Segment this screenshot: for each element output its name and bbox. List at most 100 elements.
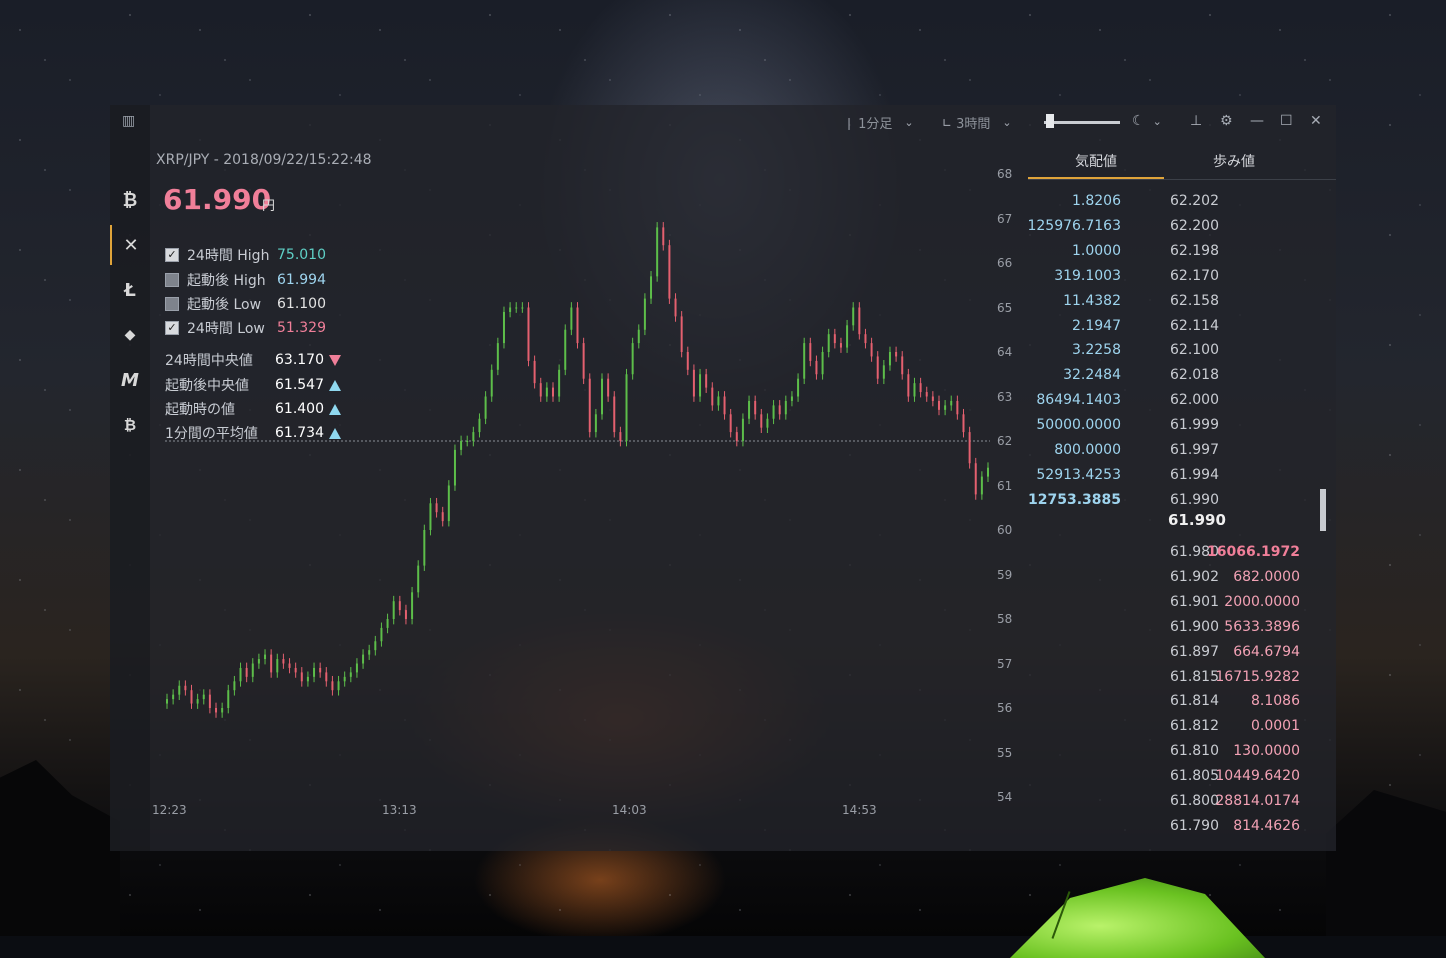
monacoin-icon: M: [121, 369, 139, 391]
ask-row[interactable]: 319.1003 62.170: [1028, 268, 1336, 292]
ask-qty: 2.1947: [1072, 317, 1121, 334]
sidebar-item-litecoin[interactable]: Ł: [110, 270, 150, 310]
tab-trades[interactable]: 歩み値: [1213, 154, 1255, 170]
candlestick-chart[interactable]: [150, 105, 1030, 851]
pin-button[interactable]: ⊥: [1190, 113, 1202, 129]
up-arrow-icon: [329, 403, 341, 415]
y-tick: 59: [997, 568, 1013, 582]
ask-row[interactable]: 1.0000 62.198: [1028, 243, 1336, 267]
bid-price: 61.900: [1170, 618, 1219, 635]
ask-row[interactable]: 86494.1403 62.000: [1028, 392, 1336, 416]
stat-1min-average: 1分間の平均値 61.734: [165, 422, 341, 444]
candle-body: [846, 325, 849, 348]
checkbox-boot-low[interactable]: [165, 297, 179, 311]
y-tick: 61: [997, 479, 1013, 493]
tab-board[interactable]: 気配値: [1028, 151, 1164, 179]
candle-body: [558, 369, 561, 397]
bid-row[interactable]: 61.980 16066.1972: [1028, 544, 1336, 568]
bid-qty: 10449.6420: [1215, 768, 1300, 785]
bid-row[interactable]: 61.814 8.1086: [1028, 693, 1336, 717]
ask-qty: 319.1003: [1054, 267, 1121, 284]
ask-row[interactable]: 125976.7163 62.200: [1027, 218, 1336, 242]
theme-select[interactable]: ☾ ⌄: [1132, 113, 1162, 129]
checkbox-24h-low[interactable]: ✓: [165, 321, 179, 335]
close-button[interactable]: ✕: [1310, 113, 1322, 129]
minimize-button[interactable]: —: [1250, 113, 1264, 129]
up-arrow-icon: [329, 427, 341, 439]
bid-row[interactable]: 61.800 28814.0174: [1028, 793, 1336, 817]
ask-qty: 11.4382: [1063, 292, 1121, 309]
close-icon: ✕: [1310, 113, 1322, 129]
candle-body: [251, 663, 254, 677]
candle-body: [674, 298, 677, 317]
stat-label: 1分間の平均値: [165, 426, 258, 442]
stat-value: 63.170: [275, 352, 324, 368]
candle-body: [705, 374, 708, 388]
bid-row[interactable]: 61.812 0.0001: [1028, 718, 1336, 742]
sidebar-item-monacoin[interactable]: M: [110, 360, 150, 400]
ask-row[interactable]: 2.1947 62.114: [1028, 318, 1336, 342]
bid-price: 61.980: [1170, 544, 1219, 560]
candle-body: [711, 387, 714, 406]
opacity-slider-handle[interactable]: [1046, 114, 1054, 128]
candle-body: [539, 383, 542, 397]
bid-row[interactable]: 61.790 814.4626: [1028, 818, 1336, 842]
chevron-down-icon: ⌄: [1152, 114, 1162, 128]
candle-body: [613, 396, 616, 433]
ask-row[interactable]: 52913.4253 61.994: [1028, 467, 1336, 491]
y-tick: 67: [997, 212, 1013, 226]
candle-body: [944, 405, 947, 410]
y-tick: 66: [997, 256, 1013, 270]
stat-label: 24時間 High: [187, 248, 270, 264]
candle-body: [864, 334, 867, 344]
bid-price: 61.805: [1170, 768, 1219, 785]
candle-body: [178, 685, 181, 695]
sidebar-item-ethereum[interactable]: ◆: [110, 315, 150, 355]
bid-row[interactable]: 61.900 5633.3896: [1028, 619, 1336, 643]
candle-body: [895, 352, 898, 357]
down-arrow-icon: [329, 354, 341, 366]
sidebar-item-bitcoin[interactable]: ₿: [110, 180, 150, 220]
candle-body: [723, 396, 726, 415]
maximize-button[interactable]: ☐: [1280, 113, 1293, 129]
ask-row[interactable]: 11.4382 62.158: [1028, 293, 1336, 317]
x-tick: 14:03: [612, 803, 647, 817]
bid-row[interactable]: 61.810 130.0000: [1028, 743, 1336, 767]
candle-body: [460, 441, 463, 450]
candle-body: [386, 619, 389, 628]
candle-body: [741, 418, 744, 441]
checkbox-boot-high[interactable]: [165, 273, 179, 287]
ask-row[interactable]: 32.2484 62.018: [1028, 367, 1336, 391]
ask-row[interactable]: 3.2258 62.100: [1028, 342, 1336, 366]
settings-button[interactable]: ⚙: [1220, 113, 1233, 129]
ask-row[interactable]: 800.0000 61.997: [1028, 442, 1336, 466]
stat-value: 51.329: [277, 320, 326, 336]
bid-row[interactable]: 61.805 10449.6420: [1028, 768, 1336, 792]
bid-row[interactable]: 61.815 16715.9282: [1028, 669, 1336, 693]
checkbox-24h-high[interactable]: ✓: [165, 248, 179, 262]
ask-row[interactable]: 50000.0000 61.999: [1028, 417, 1336, 441]
bid-price: 61.902: [1170, 568, 1219, 585]
sidebar-item-xrp[interactable]: ✕: [110, 225, 150, 265]
ask-price: 62.198: [1170, 242, 1219, 259]
interval-select[interactable]: ❘ 1分足 ⌄: [844, 113, 914, 133]
candle-body: [496, 343, 499, 370]
stat-label: 起動後 Low: [187, 297, 262, 313]
opacity-slider[interactable]: [1044, 121, 1120, 124]
bid-row[interactable]: 61.901 2000.0000: [1028, 594, 1336, 618]
ask-row[interactable]: 12753.3885 61.990: [1028, 492, 1336, 516]
bid-row[interactable]: 61.897 664.6794: [1028, 644, 1336, 668]
ask-price: 61.997: [1170, 442, 1219, 458]
y-tick: 64: [997, 345, 1013, 359]
sidebar-item-bitcoin-cash[interactable]: ₿: [110, 405, 150, 445]
candle-body: [760, 414, 763, 428]
bid-price: 61.812: [1170, 718, 1219, 735]
x-tick: 14:53: [842, 803, 877, 817]
candle-body: [913, 383, 916, 397]
candle-body: [319, 667, 322, 673]
bid-qty: 8.1086: [1251, 693, 1300, 710]
scrollbar[interactable]: [1320, 489, 1326, 531]
ask-row[interactable]: 1.8206 62.202: [1028, 193, 1336, 217]
range-select[interactable]: ∟ 3時間 ⌄: [942, 113, 1012, 133]
bid-row[interactable]: 61.902 682.0000: [1028, 569, 1336, 593]
